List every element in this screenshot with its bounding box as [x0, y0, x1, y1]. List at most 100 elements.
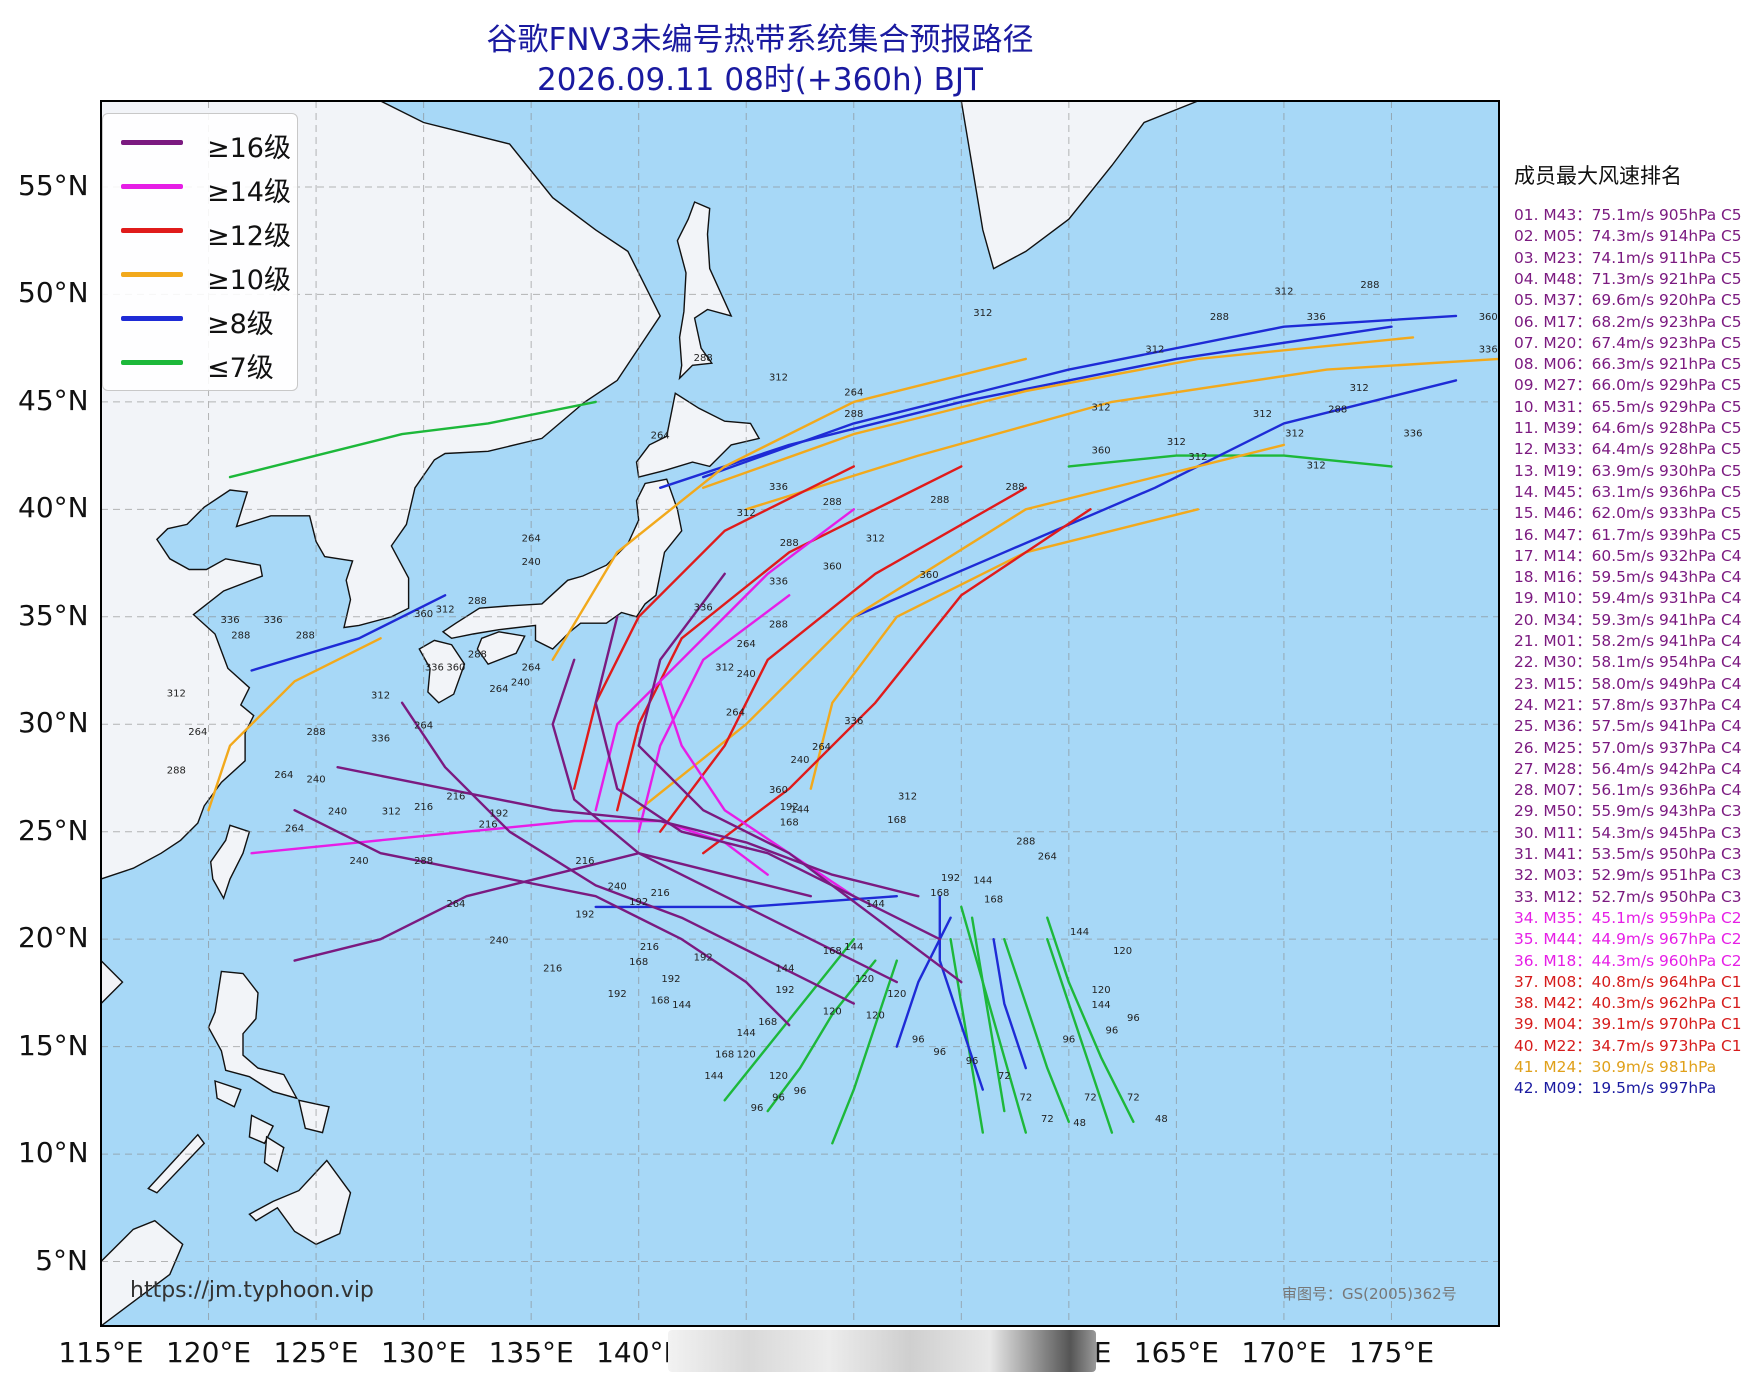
ranking-item: 01. M43：75.1m/s 905hPa C5 [1514, 206, 1742, 224]
forecast-hour-label: 120 [1092, 985, 1111, 996]
forecast-hour-label: 96 [1127, 1013, 1140, 1024]
forecast-hour-label: 336 [1307, 312, 1326, 323]
ranking-item: 17. M14：60.5m/s 932hPa C4 [1514, 546, 1742, 565]
map-frame [100, 100, 1500, 1327]
forecast-hour-label: 312 [1253, 409, 1272, 420]
forecast-hour-label: 312 [769, 372, 788, 383]
ranking-item: 03. M23：74.1m/s 911hPa C5 [1514, 248, 1742, 267]
forecast-hour-label: 96 [1062, 1034, 1075, 1045]
forecast-hour-label: 144 [866, 899, 885, 910]
forecast-hour-label: 216 [446, 791, 465, 802]
ensemble-track [949, 938, 984, 1134]
latitude-tick-label: 30°N [18, 706, 89, 740]
ensemble-track [659, 486, 1028, 833]
ranking-item: 36. M18：44.3m/s 960hPa C2 [1514, 951, 1742, 970]
latitude-tick-label: 25°N [18, 813, 89, 847]
ensemble-track [1067, 454, 1393, 468]
forecast-hour-label: 96 [751, 1103, 764, 1114]
land-kamchatka [960, 101, 1199, 270]
ranking-item: 32. M03：52.9m/s 951hPa C3 [1514, 866, 1742, 885]
map-approval-number: 审图号：GS(2005)362号 [1282, 1285, 1457, 1303]
forecast-hour-label: 288 [1016, 837, 1035, 848]
forecast-hour-label: 216 [479, 819, 498, 830]
forecast-hour-label: 168 [629, 957, 648, 968]
forecast-hour-label: 192 [661, 974, 680, 985]
ensemble-track [637, 594, 791, 833]
ranking-item: 20. M34：59.3m/s 941hPa C4 [1514, 610, 1742, 629]
legend-item-ge16: ≥16级 [103, 124, 297, 164]
ranking-item: 22. M30：58.1m/s 954hPa C4 [1514, 653, 1742, 672]
forecast-hour-label: 144 [1070, 927, 1089, 938]
ranking-item: 35. M44：44.9m/s 967hPa C2 [1514, 930, 1742, 949]
forecast-hour-label: 264 [522, 663, 541, 674]
ranking-item: 06. M17：68.2m/s 923hPa C5 [1514, 312, 1742, 331]
ranking-item: 07. M20：67.4m/s 923hPa C5 [1514, 333, 1742, 352]
source-url: https://jm.typhoon.vip [130, 1278, 374, 1303]
legend-item-le7: ≤7级 [103, 344, 297, 384]
legend-item-ge8: ≥8级 [103, 300, 297, 340]
forecast-hour-label: 48 [1073, 1118, 1086, 1129]
forecast-hour-label: 360 [1092, 445, 1111, 456]
forecast-hour-label: 120 [769, 1071, 788, 1082]
land-shikoku [476, 631, 526, 665]
forecast-hour-label: 336 [769, 482, 788, 493]
ranking-item: 31. M41：53.5m/s 950hPa C3 [1514, 845, 1742, 863]
legend-swatch [121, 360, 183, 365]
forecast-hour-label: 288 [1006, 482, 1025, 493]
legend-swatch [121, 272, 183, 277]
latitude-tick-label: 55°N [18, 168, 89, 202]
forecast-hour-label: 312 [382, 807, 401, 818]
forecast-hour-label: 264 [414, 721, 433, 732]
forecast-hour-label: 144 [973, 875, 992, 886]
forecast-hour-label: 312 [1285, 428, 1304, 439]
ranking-item: 21. M01：58.2m/s 941hPa C4 [1514, 632, 1742, 650]
forecast-hour-label: 120 [823, 1006, 842, 1017]
ensemble-track [766, 959, 877, 1113]
ranking-item: 08. M06：66.3m/s 921hPa C5 [1514, 355, 1742, 374]
legend-swatch [121, 140, 183, 145]
forecast-hour-label: 264 [726, 708, 745, 719]
forecast-hour-label: 144 [790, 804, 809, 815]
graticule [101, 101, 1499, 1326]
latitude-tick-label: 5°N [35, 1243, 88, 1277]
forecast-hour-label: 360 [414, 609, 433, 620]
ensemble-track [702, 508, 1092, 855]
forecast-hour-label: 312 [898, 791, 917, 802]
forecast-hour-label: 312 [1274, 286, 1293, 297]
forecast-hour-label: 264 [489, 684, 508, 695]
forecast-hour-label: 288 [296, 630, 315, 641]
forecast-hour-label: 72 [1084, 1092, 1097, 1103]
forecast-hour-label: 288 [769, 620, 788, 631]
ensemble-track [573, 465, 855, 790]
longitude-tick-label: 120°E [165, 1336, 252, 1369]
longitude-tick-label: 140°E [596, 1336, 682, 1369]
forecast-hour-label: 72 [998, 1071, 1011, 1082]
ranking-item: 11. M39：64.6m/s 928hPa C5 [1514, 419, 1742, 437]
forecast-hour-label: 288 [1360, 280, 1379, 291]
forecast-hour-label: 96 [912, 1034, 925, 1045]
forecast-hour-label: 264 [446, 899, 465, 910]
forecast-hour-label: 312 [737, 508, 756, 519]
ensemble-track [702, 336, 1415, 489]
ensemble-track [960, 905, 1028, 1134]
ensemble-track [551, 357, 1028, 661]
ranking-item: 24. M21：57.8m/s 937hPa C4 [1514, 695, 1742, 714]
map-title: 谷歌FNV3未编号热带系统集合预报路径 [486, 22, 1034, 58]
forecast-hour-label: 48 [1155, 1114, 1168, 1125]
forecast-hour-label: 120 [855, 974, 874, 985]
forecast-hour-label: 288 [844, 409, 863, 420]
forecast-hour-label: 336 [264, 615, 283, 626]
legend-item-ge12: ≥12级 [103, 212, 297, 252]
forecast-hour-label: 312 [436, 604, 455, 615]
forecast-hour-label: 216 [543, 963, 562, 974]
legend-item-ge10: ≥10级 [103, 256, 297, 296]
ranking-item: 05. M37：69.6m/s 920hPa C5 [1514, 291, 1742, 310]
latitude-tick-label: 45°N [18, 383, 89, 417]
forecast-hour-label: 336 [844, 716, 863, 727]
ranking-item: 37. M08：40.8m/s 964hPa C1 [1514, 972, 1742, 991]
ranking-item: 26. M25：57.0m/s 937hPa C4 [1514, 738, 1742, 757]
ranking-item: 27. M28：56.4m/s 942hPa C4 [1514, 759, 1742, 778]
forecast-hour-label: 312 [371, 690, 390, 701]
forecast-hour-label: 216 [414, 802, 433, 813]
